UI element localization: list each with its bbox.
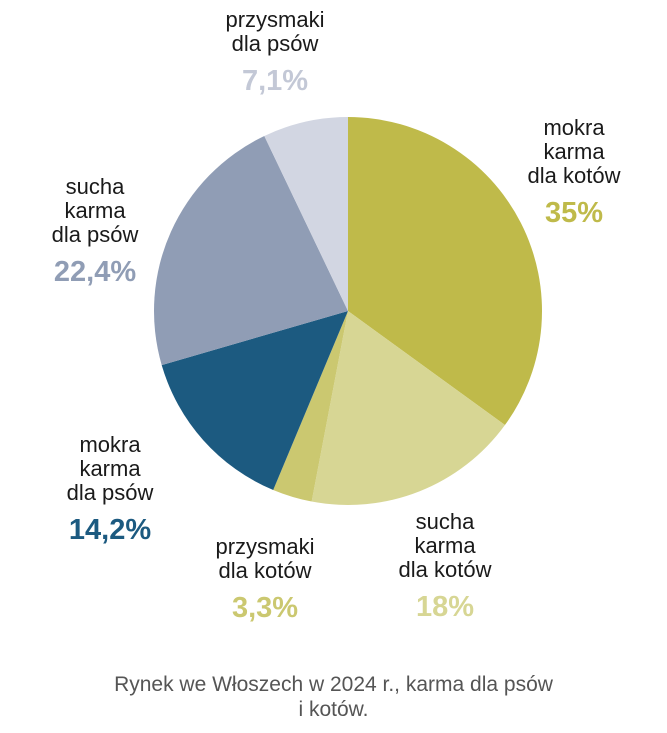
slice-label-3: mokra karma dla psów 14,2% [30,433,190,547]
pie-slice-3 [161,311,348,490]
caption-line: i kotów. [298,698,369,721]
slice-name-line: mokra [543,115,605,140]
slice-name-line: dla kotów [218,558,312,583]
slice-name-line: karma [64,198,126,223]
slice-label-2: przysmaki dla kotów 3,3% [195,535,335,625]
pie-slice-4 [153,135,348,366]
slice-name-line: dla psów [51,222,139,247]
slice-name-line: dla psów [231,31,319,56]
slice-label-1: sucha karma dla kotów 18% [360,510,530,624]
slice-label-5: przysmaki dla psów 7,1% [205,8,345,98]
chart-caption: Rynek we Włoszech w 2024 r., karma dla p… [60,672,607,722]
slice-name-line: dla psów [66,480,154,505]
slice-name-line: dla kotów [527,163,621,188]
pie-slice-5 [264,117,348,311]
slice-name-line: dla kotów [398,557,492,582]
slice-name-line: przysmaki [225,7,325,32]
slice-value-label: 7,1% [241,65,309,97]
slice-value-label: 14,2% [68,514,152,546]
slice-label-0: mokra karma dla kotów 35% [500,116,648,230]
pie-slice-2 [273,311,348,502]
pie-chart-svg [153,117,543,505]
slice-name-line: karma [79,456,141,481]
slice-name-line: karma [543,139,605,164]
pie-slice-1 [311,311,505,505]
caption-line: Rynek we Włoszech w 2024 r., karma dla p… [114,673,553,696]
slice-value-label: 18% [415,591,475,623]
slice-name-line: karma [414,533,476,558]
slice-name-line: przysmaki [215,534,315,559]
slice-name-line: sucha [415,509,475,534]
pie-slice-0 [348,117,543,426]
slice-value-label: 35% [544,197,604,229]
slice-value-label: 22,4% [53,256,137,288]
slice-name-line: mokra [79,432,141,457]
slice-label-4: sucha karma dla psów 22,4% [20,175,170,289]
slice-value-label: 3,3% [231,592,299,624]
slice-name-line: sucha [65,174,125,199]
